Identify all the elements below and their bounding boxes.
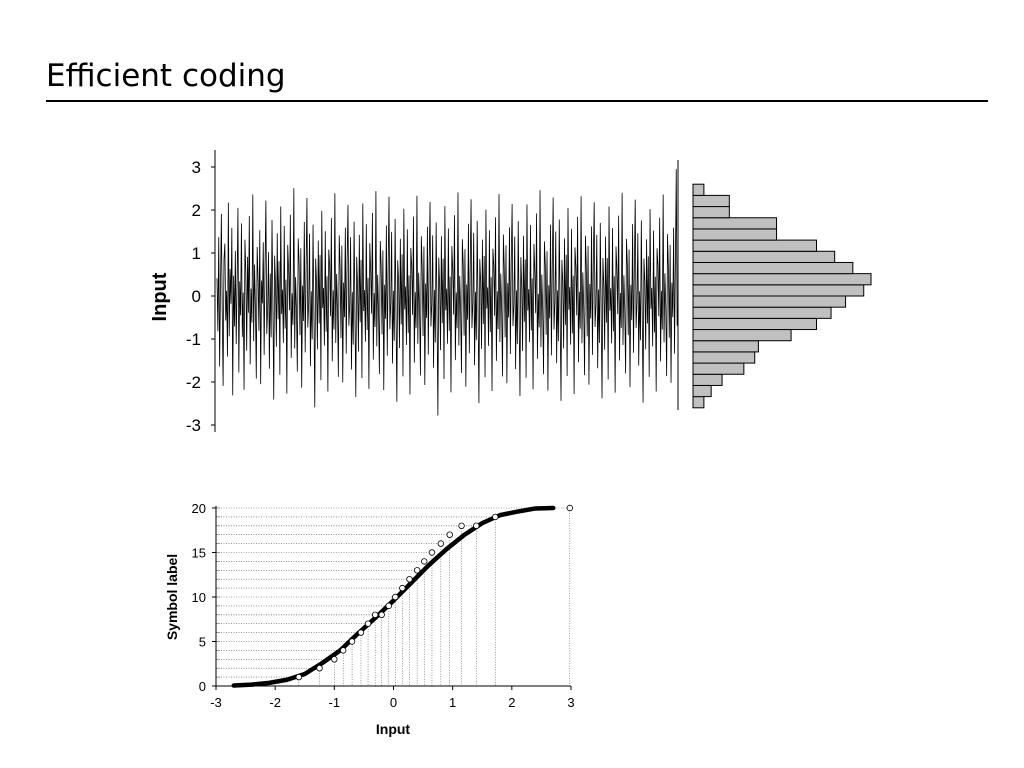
histogram-bar <box>692 384 712 398</box>
mapping-marker <box>364 620 372 627</box>
noise-trace-series <box>216 169 679 416</box>
mapping-marker <box>492 513 499 521</box>
mapping-x-tick-label: -1 <box>329 695 341 710</box>
histogram-bar <box>692 239 818 252</box>
histogram-bar <box>692 194 730 208</box>
histogram-bar <box>692 261 854 275</box>
mapping-marker <box>357 629 365 636</box>
mapping-y-tick-label: 5 <box>199 635 206 650</box>
mapping-y-tick-label: 20 <box>192 501 206 516</box>
trace-y-tick-label: 1 <box>192 244 201 263</box>
mapping-marker <box>406 576 413 583</box>
mapping-marker <box>458 522 465 529</box>
mapping-marker <box>473 522 480 529</box>
histogram-bar <box>692 373 723 386</box>
histogram-bar <box>692 206 730 219</box>
histogram-bar <box>692 284 865 297</box>
mapping-x-axis-label: Input <box>376 721 411 737</box>
mapping-marker <box>316 665 323 672</box>
mapping-marker <box>385 602 392 610</box>
mapping-marker <box>348 638 356 645</box>
trace-y-tick-label: -2 <box>186 373 201 392</box>
mapping-x-tick-label: 2 <box>508 695 515 710</box>
histogram-bar <box>692 250 836 263</box>
histogram-bar <box>692 228 778 241</box>
trace-y-tick-label: -3 <box>186 416 201 435</box>
mapping-markers <box>295 504 574 681</box>
slide-title: Efficient coding <box>46 58 286 94</box>
symbol-mapping-chart: -3 -2 -1 0 1 2 3 0 5 10 15 20 Input Symbol label <box>164 501 575 737</box>
histogram-bar <box>692 340 759 353</box>
mapping-x-tick-label: -2 <box>269 695 281 710</box>
mapping-marker <box>421 558 428 565</box>
mapping-y-tick-label: 10 <box>192 590 206 605</box>
title-underline <box>46 100 988 102</box>
mapping-marker <box>399 584 406 592</box>
histogram-chart <box>692 183 872 409</box>
mapping-x-tick-label: -3 <box>210 695 222 710</box>
histogram-bar <box>692 306 832 319</box>
mapping-marker <box>378 611 385 618</box>
mapping-y-axis-label: Symbol label <box>164 554 180 640</box>
mapping-marker <box>428 549 436 556</box>
trace-y-tick-label: 0 <box>192 287 201 306</box>
mapping-x-tick-label: 1 <box>449 695 456 710</box>
mapping-axes: -3 -2 -1 0 1 2 3 0 5 10 15 20 <box>192 501 575 710</box>
histogram-bar <box>692 317 818 331</box>
trace-y-tick-label: -1 <box>186 330 201 349</box>
mapping-marker <box>340 647 347 654</box>
mapping-marker <box>331 656 338 663</box>
mapping-marker <box>392 593 399 601</box>
mapping-curve-series <box>231 505 556 688</box>
mapping-marker <box>566 504 574 512</box>
histogram-bar <box>692 217 778 230</box>
trace-y-tick-label: 3 <box>192 158 201 177</box>
mapping-marker <box>437 540 445 547</box>
histogram-bar <box>692 362 745 375</box>
mapping-marker <box>413 567 421 574</box>
mapping-y-tick-label: 15 <box>192 546 206 561</box>
trace-y-axis: -3 -2 -1 0 1 2 3 <box>186 150 216 435</box>
mapping-marker <box>371 611 379 618</box>
histogram-bar <box>692 351 756 364</box>
trace-y-tick-label: 2 <box>192 201 201 220</box>
histogram-bar <box>692 183 705 196</box>
trace-y-axis-label: Input <box>149 272 171 321</box>
mapping-x-tick-label: 3 <box>567 695 574 710</box>
mapping-marker <box>446 531 453 538</box>
histogram-bar <box>692 329 792 342</box>
mapping-x-tick-label: 0 <box>390 695 397 710</box>
histogram-bar <box>692 396 705 409</box>
mapping-marker <box>295 673 303 681</box>
histogram-bar <box>692 273 872 286</box>
noise-trace-chart: -3 -2 -1 0 1 2 3 Input <box>149 150 679 435</box>
histogram-bar <box>692 295 847 308</box>
mapping-y-tick-label: 0 <box>199 679 206 694</box>
